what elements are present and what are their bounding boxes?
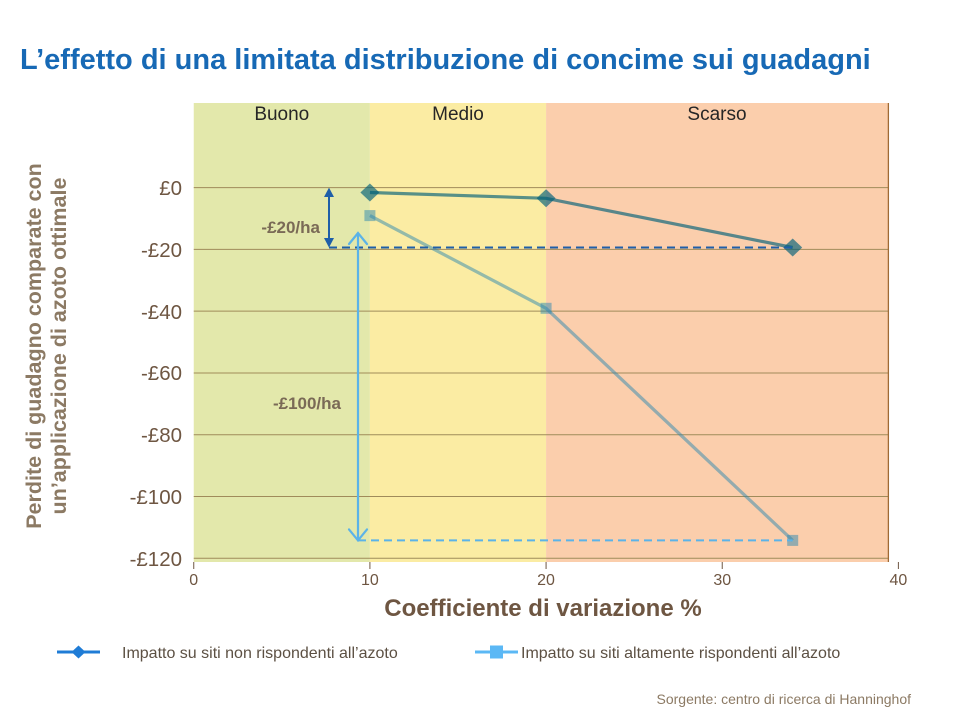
svg-text:-£80: -£80	[141, 424, 182, 447]
svg-text:30: 30	[713, 572, 731, 589]
svg-text:Impatto su siti non rispondent: Impatto su siti non rispondenti all’azot…	[122, 645, 398, 662]
svg-text:L’effetto di una limitata dist: L’effetto di una limitata distribuzione …	[20, 44, 871, 76]
svg-text:un’applicazione di azoto ottim: un’applicazione di azoto ottimale	[47, 178, 71, 515]
svg-text:Buono: Buono	[254, 104, 309, 125]
svg-text:-£60: -£60	[141, 362, 182, 385]
svg-text:Perdite di guadagno comparate: Perdite di guadagno comparate con	[22, 163, 46, 529]
svg-text:40: 40	[889, 572, 907, 589]
svg-text:-£120: -£120	[130, 548, 182, 571]
svg-text:Impatto su siti altamente risp: Impatto su siti altamente rispondenti al…	[521, 645, 840, 662]
svg-text:10: 10	[361, 572, 379, 589]
svg-text:-£20/ha: -£20/ha	[261, 218, 320, 237]
svg-text:Coefficiente di variazione %: Coefficiente di variazione %	[384, 595, 701, 622]
svg-text:Medio: Medio	[432, 104, 484, 125]
svg-text:20: 20	[537, 572, 555, 589]
svg-text:0: 0	[189, 572, 198, 589]
svg-text:-£20: -£20	[141, 239, 182, 262]
svg-text:Sorgente: centro di ricerca di: Sorgente: centro di ricerca di Hanningho…	[657, 691, 912, 707]
svg-text:-£100: -£100	[130, 486, 182, 509]
svg-text:-£40: -£40	[141, 301, 182, 324]
svg-text:£0: £0	[159, 177, 182, 200]
svg-text:-£100/ha: -£100/ha	[273, 394, 342, 413]
svg-text:Scarso: Scarso	[687, 104, 746, 125]
